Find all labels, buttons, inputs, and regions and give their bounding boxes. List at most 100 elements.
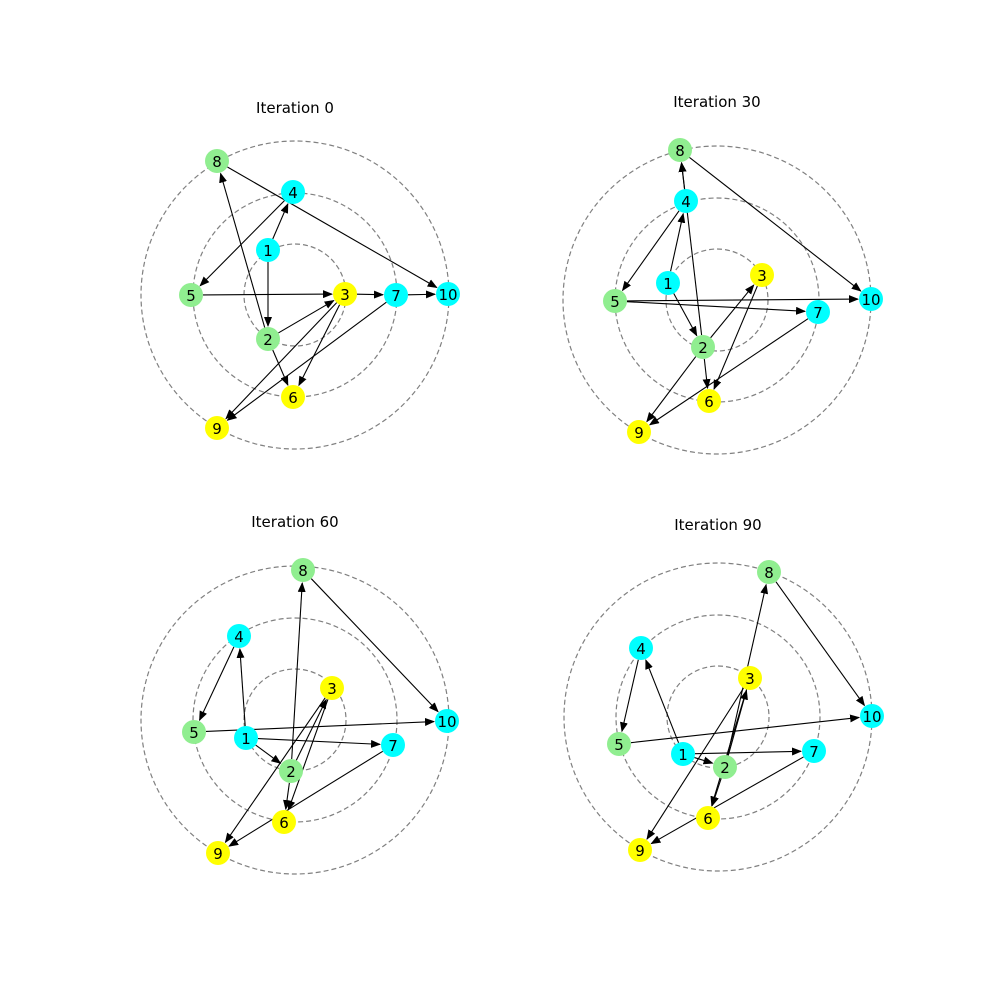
node-2: 2 [691,335,715,359]
node-label: 3 [745,670,755,688]
node-circle [697,389,721,413]
node-circle [272,810,296,834]
node-label: 4 [636,640,646,658]
edge-5-to-10 [630,714,861,744]
dashed-ring-1 [243,668,347,772]
node-circle [281,385,305,409]
dashed-ring-2 [615,614,821,820]
edge-2-to-3 [278,300,335,334]
node-6: 6 [272,810,296,834]
node-label: 7 [391,287,401,305]
node-label: 7 [809,743,819,761]
node-3: 3 [333,282,357,306]
node-label: 1 [678,746,688,764]
node-circle [256,327,280,351]
edge-1-to-4 [670,212,686,272]
node-label: 10 [437,713,456,731]
edge-3-to-9 [224,697,326,844]
edge-1-to-4 [645,659,680,744]
edge-4-to-5 [620,659,639,733]
node-circle [320,676,344,700]
node-7: 7 [381,733,405,757]
node-5: 5 [607,732,631,756]
node-4: 4 [281,180,305,204]
node-label: 9 [634,424,644,442]
edge-7-to-9 [228,750,384,847]
node-label: 10 [861,291,880,309]
node-label: 8 [675,142,685,160]
node-5: 5 [603,289,627,313]
node-9: 9 [627,420,651,444]
edge-3-to-9 [646,687,744,840]
dashed-ring-3 [563,562,873,872]
node-label: 9 [635,842,645,860]
edge-8-to-10 [310,578,439,713]
node-circle [629,636,653,660]
node-1: 1 [656,271,680,295]
node-circle [656,271,680,295]
edge-1-to-7 [694,747,803,756]
edge-2-to-6 [283,782,291,811]
node-circle [628,838,652,862]
edge-1-to-7 [257,738,382,748]
node-10: 10 [435,709,459,733]
node-4: 4 [629,636,653,660]
node-circle [227,624,251,648]
edge-8-to-10 [775,581,866,707]
node-10: 10 [436,282,460,306]
node-circle [206,841,230,865]
edge-4-to-8 [678,161,687,190]
panel-title: Iteration 0 [256,99,334,117]
node-label: 3 [327,680,337,698]
node-circle [179,283,203,307]
node-circle [627,420,651,444]
node-label: 1 [241,730,251,748]
node-circle [607,732,631,756]
node-2: 2 [713,755,737,779]
node-8: 8 [291,558,315,582]
node-circle [696,806,720,830]
node-5: 5 [182,720,206,744]
node-circle [860,704,884,728]
node-2: 2 [279,759,303,783]
node-6: 6 [281,385,305,409]
edge-5-to-3 [202,290,334,299]
node-label: 6 [703,810,713,828]
edge-2-to-6 [702,358,711,390]
node-label: 1 [263,242,273,260]
node-label: 2 [286,763,296,781]
node-6: 6 [697,389,721,413]
node-circle [291,558,315,582]
node-3: 3 [750,263,774,287]
node-label: 1 [663,275,673,293]
panel-title: Iteration 30 [673,93,760,111]
node-1: 1 [256,238,280,262]
node-label: 5 [610,293,620,311]
edge-2-to-3 [710,284,755,339]
node-8: 8 [668,138,692,162]
node-label: 2 [263,331,273,349]
node-2: 2 [256,327,280,351]
node-label: 6 [704,393,714,411]
node-circle [205,149,229,173]
node-label: 10 [438,286,457,304]
panel-iteration-0: Iteration 0 1 2 3 4 5 6 7 8 9 10 [140,99,460,450]
edge-7-to-9 [650,756,804,845]
node-label: 6 [288,389,298,407]
node-circle [279,759,303,783]
panel-iteration-30: Iteration 30 1 2 3 4 5 6 7 8 9 10 [562,93,883,455]
dashed-ring-2 [192,617,398,823]
node-circle [859,287,883,311]
node-circle [436,282,460,306]
node-circle [381,733,405,757]
node-label: 6 [279,814,289,832]
node-label: 8 [764,564,774,582]
node-label: 7 [813,304,823,322]
node-7: 7 [806,300,830,324]
node-circle [738,666,762,690]
node-label: 3 [757,267,767,285]
edge-4-to-5 [199,646,235,722]
node-label: 8 [298,562,308,580]
node-label: 7 [388,737,398,755]
node-3: 3 [738,666,762,690]
